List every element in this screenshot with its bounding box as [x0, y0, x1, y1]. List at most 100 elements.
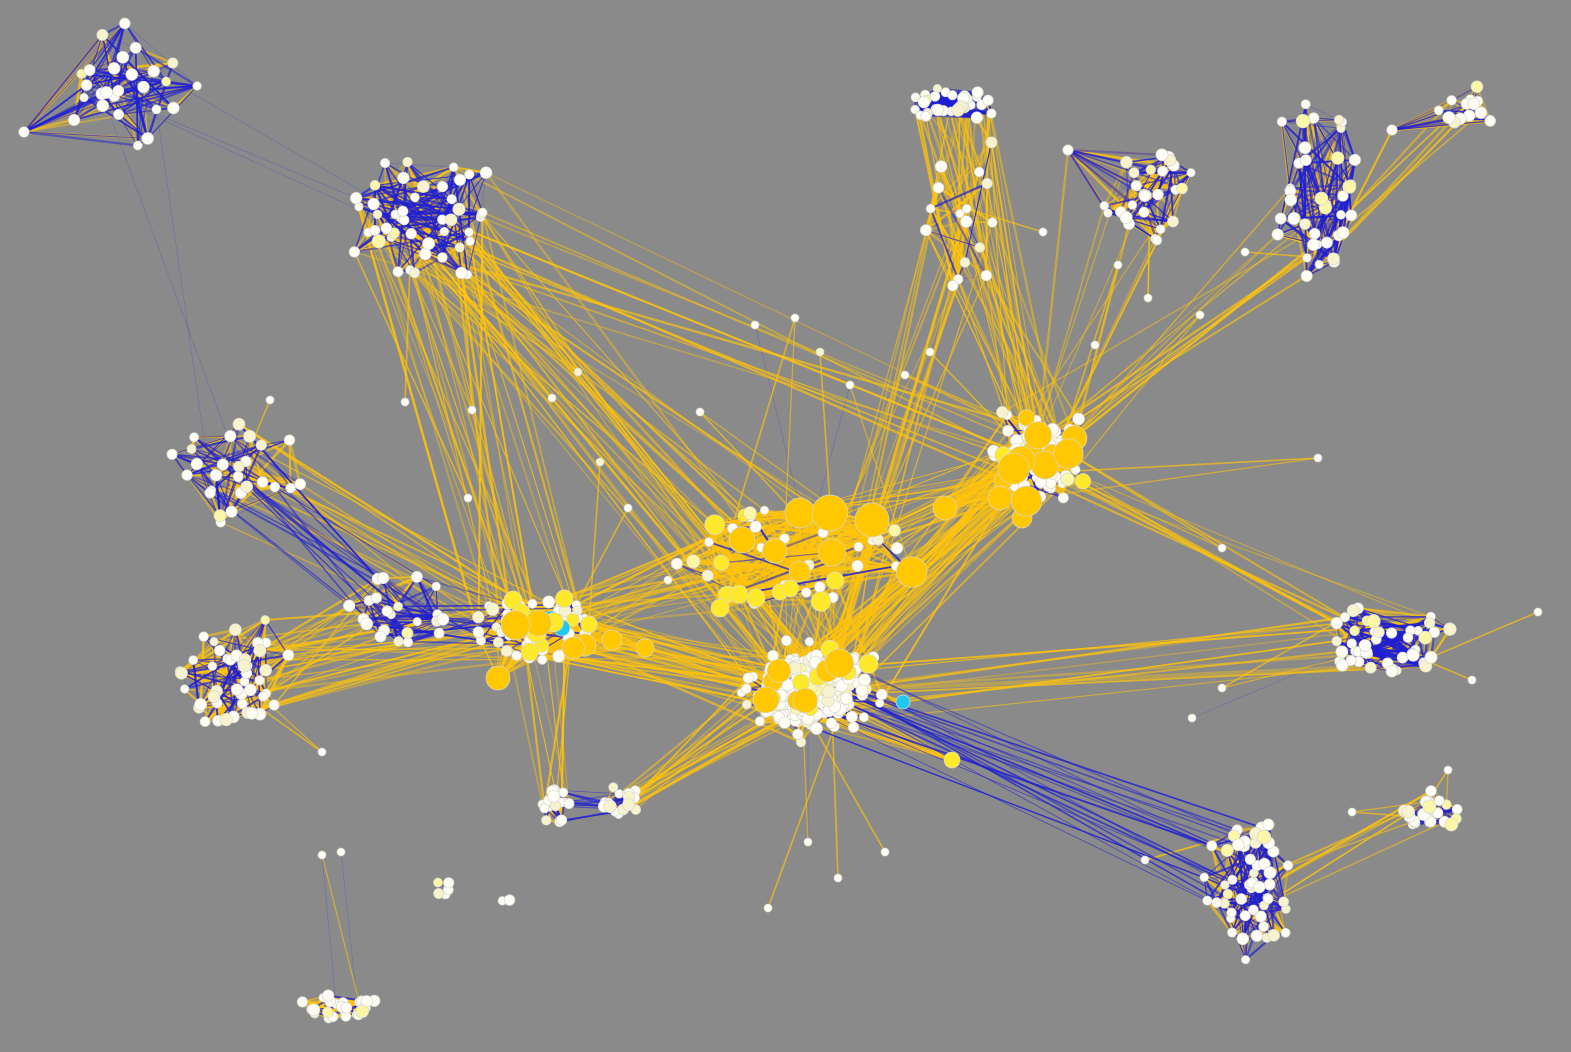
- graph-edge: [131, 73, 174, 109]
- graph-edge: [813, 620, 1368, 676]
- graph-edge: [708, 541, 781, 593]
- graph-edge: [135, 46, 198, 87]
- graph-edge: [819, 665, 1427, 697]
- graph-edge: [89, 23, 126, 71]
- graph-edge: [816, 653, 1369, 692]
- graph-edge: [23, 119, 75, 133]
- graph-edge: [244, 644, 542, 683]
- graph-edge: [930, 207, 961, 215]
- graph-edge: [261, 444, 301, 485]
- graph-edge: [135, 46, 174, 65]
- graph-edge: [299, 483, 490, 607]
- graph-edge: [1351, 811, 1410, 818]
- graph-edge: [1144, 823, 1269, 861]
- graph-edge: [1067, 149, 1174, 222]
- graph-edge: [828, 616, 1346, 693]
- graph-edge: [288, 440, 292, 489]
- graph-edge: [377, 214, 824, 691]
- graph-edge: [422, 254, 516, 630]
- graph-edge: [410, 233, 568, 601]
- graph-edge: [1001, 214, 1342, 413]
- graph-edge: [575, 507, 629, 606]
- graph-edge: [944, 450, 994, 509]
- graph-edge: [451, 198, 1044, 452]
- graph-edge: [1032, 457, 1319, 499]
- graph-edge: [783, 317, 796, 539]
- graph-edge: [829, 166, 942, 679]
- graph-edge: [137, 71, 155, 146]
- graph-edge: [443, 230, 757, 528]
- graph-edge: [113, 23, 126, 69]
- graph-edge: [353, 251, 469, 499]
- graph-edge: [1269, 820, 1415, 874]
- graph-edge: [466, 273, 723, 564]
- graph-edge: [23, 86, 144, 133]
- graph-edge: [1075, 314, 1201, 471]
- graph-edge: [1269, 810, 1405, 886]
- graph-edge: [914, 97, 954, 286]
- graph-edge: [367, 231, 716, 526]
- graph-edge: [987, 100, 1009, 431]
- graph-edge: [676, 562, 781, 594]
- graph-edge: [124, 23, 198, 87]
- graph-edge: [259, 577, 379, 652]
- graph-edge: [146, 62, 174, 139]
- graph-edge: [925, 116, 940, 188]
- graph-edge: [1032, 205, 1106, 450]
- graph-edge: [1107, 169, 1152, 214]
- graph-edge: [23, 91, 107, 133]
- graph-edge: [628, 690, 783, 798]
- graph-edge: [1221, 616, 1346, 689]
- graph-edge: [990, 142, 1024, 426]
- graph-edge: [373, 203, 553, 399]
- graph-edge: [390, 236, 777, 706]
- graph-edge: [480, 214, 731, 593]
- graph-edge: [944, 414, 1008, 509]
- graph-edge: [422, 253, 766, 511]
- graph-edge: [355, 197, 482, 641]
- graph-edge: [849, 384, 913, 573]
- graph-edge: [102, 34, 174, 109]
- graph-edge: [963, 96, 978, 263]
- graph-edge: [384, 162, 806, 714]
- graph-edge: [459, 246, 1023, 478]
- graph-edge: [1253, 821, 1445, 911]
- graph-edge: [23, 73, 133, 133]
- graph-edge: [741, 530, 877, 542]
- graph-edge: [1052, 207, 1326, 430]
- graph-edge: [822, 629, 1411, 715]
- graph-edge: [780, 622, 1337, 696]
- graph-edge: [238, 423, 509, 605]
- graph-edge: [238, 423, 555, 624]
- graph-edge: [118, 81, 167, 115]
- graph-edge: [23, 22, 126, 133]
- graph-edge: [402, 210, 815, 515]
- graph-edge: [410, 233, 780, 720]
- graph-edge: [795, 666, 1371, 695]
- graph-edge: [118, 85, 198, 116]
- graph-edge: [101, 93, 240, 467]
- graph-edge: [246, 485, 547, 624]
- graph-edge: [925, 213, 961, 231]
- graph-edge: [957, 109, 1038, 450]
- graph-edge: [936, 109, 968, 210]
- graph-edge: [741, 536, 875, 541]
- graph-edge: [755, 596, 822, 603]
- graph-edge: [367, 231, 875, 539]
- graph-edge: [810, 230, 927, 703]
- graph-edge: [247, 630, 513, 714]
- graph-edge: [967, 101, 981, 248]
- graph-edge: [807, 622, 1430, 700]
- graph-edge: [1033, 214, 1353, 471]
- graph-edge: [358, 206, 510, 636]
- graph-edge: [374, 229, 807, 708]
- graph-edge: [480, 214, 579, 373]
- graph-edge: [143, 86, 149, 139]
- graph-edge: [374, 166, 454, 187]
- graph-edge: [265, 610, 388, 622]
- graph-edge: [466, 214, 482, 275]
- graph-edge: [23, 131, 148, 139]
- graph-edge: [588, 461, 601, 625]
